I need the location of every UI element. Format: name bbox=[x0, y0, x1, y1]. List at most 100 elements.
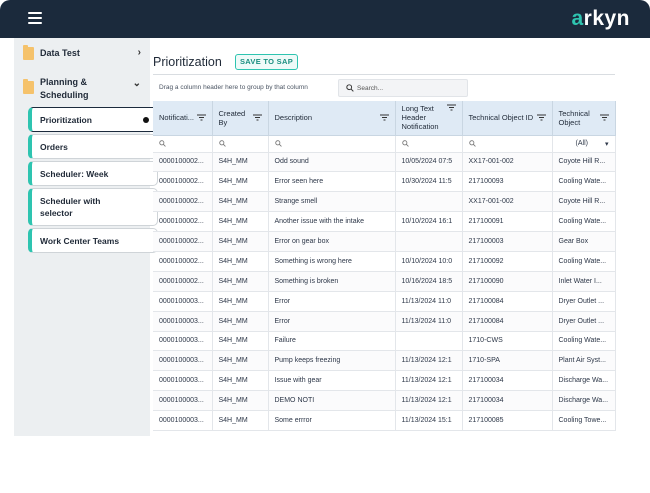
description-cell[interactable]: Some errror bbox=[268, 410, 396, 431]
created-by-cell[interactable]: S4H_MM bbox=[212, 211, 269, 233]
table-row[interactable]: 0000100002... S4H_MM Error seen here 10/30/… bbox=[153, 171, 616, 193]
description-cell[interactable]: Odd sound bbox=[268, 152, 396, 173]
description-cell[interactable]: Issue with gear bbox=[268, 370, 396, 392]
table-row[interactable]: 0000100003... S4H_MM Error 11/13/2024 11:0 2… bbox=[153, 291, 616, 312]
column-header-long-text[interactable]: Long Text Header Notification bbox=[395, 101, 463, 136]
long-text-cell[interactable]: 10/16/2024 18:5 bbox=[395, 271, 463, 292]
notification-cell[interactable]: 0000100002... bbox=[153, 271, 213, 292]
description-cell[interactable]: DEMO NOTI bbox=[268, 390, 396, 412]
technical-object-cell[interactable]: Coyote Hill R... bbox=[552, 191, 616, 213]
technical-object-id-cell[interactable]: 217100092 bbox=[462, 251, 553, 272]
created-by-cell[interactable]: S4H_MM bbox=[212, 271, 269, 292]
table-row[interactable]: 0000100003... S4H_MM Pump keeps freezing 11… bbox=[153, 350, 616, 372]
created-by-cell[interactable]: S4H_MM bbox=[212, 350, 269, 372]
sidebar-item-prioritization[interactable]: Prioritization bbox=[28, 107, 158, 132]
created-by-cell[interactable]: S4H_MM bbox=[212, 251, 269, 272]
notification-cell[interactable]: 0000100002... bbox=[153, 152, 213, 173]
technical-object-cell[interactable]: Cooling Wate... bbox=[552, 251, 616, 272]
technical-object-cell[interactable]: Cooling Wate... bbox=[552, 331, 616, 352]
created-by-cell[interactable]: S4H_MM bbox=[212, 291, 269, 312]
long-text-cell[interactable] bbox=[395, 191, 463, 213]
notification-cell[interactable]: 0000100002... bbox=[153, 171, 213, 193]
filter-cell[interactable] bbox=[212, 135, 269, 153]
technical-object-id-cell[interactable]: 217100003 bbox=[462, 231, 553, 252]
search-input[interactable]: Search... bbox=[338, 79, 468, 97]
table-row[interactable]: 0000100003... S4H_MM Failure 1710-CWS Coolin… bbox=[153, 331, 616, 352]
long-text-cell[interactable]: 11/13/2024 12:1 bbox=[395, 390, 463, 412]
long-text-cell[interactable]: 11/13/2024 12:1 bbox=[395, 370, 463, 392]
created-by-cell[interactable]: S4H_MM bbox=[212, 152, 269, 173]
technical-object-cell[interactable]: Dryer Outlet ... bbox=[552, 311, 616, 332]
notification-cell[interactable]: 0000100003... bbox=[153, 291, 213, 312]
notification-cell[interactable]: 0000100003... bbox=[153, 370, 213, 392]
notification-cell[interactable]: 0000100002... bbox=[153, 231, 213, 252]
technical-object-cell[interactable]: Dryer Outlet ... bbox=[552, 291, 616, 312]
technical-object-cell[interactable]: Discharge Wa... bbox=[552, 390, 616, 412]
long-text-cell[interactable]: 10/05/2024 07:5 bbox=[395, 152, 463, 173]
created-by-cell[interactable]: S4H_MM bbox=[212, 370, 269, 392]
table-row[interactable]: 0000100003... S4H_MM Issue with gear 11/13/… bbox=[153, 370, 616, 392]
created-by-cell[interactable]: S4H_MM bbox=[212, 331, 269, 352]
sidebar-item-scheduler-with-selector[interactable]: Scheduler with selector bbox=[28, 188, 158, 226]
technical-object-id-cell[interactable]: XX17-001-002 bbox=[462, 152, 553, 173]
group-panel-hint[interactable]: Drag a column header here to group by th… bbox=[159, 84, 308, 91]
table-row[interactable]: 0000100003... S4H_MM DEMO NOTI 11/13/2024 1… bbox=[153, 390, 616, 412]
technical-object-id-cell[interactable]: 217100084 bbox=[462, 311, 553, 332]
technical-object-cell[interactable]: Gear Box bbox=[552, 231, 616, 252]
notification-cell[interactable]: 0000100003... bbox=[153, 331, 213, 352]
save-to-sap-button[interactable]: SAVE TO SAP bbox=[235, 54, 298, 70]
technical-object-id-cell[interactable]: 1710-CWS bbox=[462, 331, 553, 352]
hamburger-menu-icon[interactable] bbox=[28, 12, 42, 24]
description-cell[interactable]: Something is wrong here bbox=[268, 251, 396, 272]
technical-object-id-cell[interactable]: 217100093 bbox=[462, 171, 553, 193]
technical-object-id-cell[interactable]: 217100034 bbox=[462, 390, 553, 412]
column-header-created-by[interactable]: Created By bbox=[212, 101, 269, 136]
filter-icon[interactable] bbox=[446, 104, 456, 111]
sidebar-item-scheduler-week[interactable]: Scheduler: Week bbox=[28, 161, 158, 186]
long-text-cell[interactable]: 11/13/2024 11:0 bbox=[395, 291, 463, 312]
sidebar-item-work-center-teams[interactable]: Work Center Teams bbox=[28, 228, 158, 253]
table-row[interactable]: 0000100002... S4H_MM Strange smell XX17-001… bbox=[153, 191, 616, 213]
long-text-cell[interactable] bbox=[395, 231, 463, 252]
technical-object-id-cell[interactable]: 1710-SPA bbox=[462, 350, 553, 372]
description-cell[interactable]: Strange smell bbox=[268, 191, 396, 213]
table-row[interactable]: 0000100002... S4H_MM Another issue with th… bbox=[153, 211, 616, 233]
filter-select-all[interactable]: (All) ▾ bbox=[552, 135, 616, 153]
table-row[interactable]: 0000100002... S4H_MM Odd sound 10/05/2024 0… bbox=[153, 152, 616, 173]
column-header-technical-object[interactable]: Technical Object bbox=[552, 101, 616, 136]
created-by-cell[interactable]: S4H_MM bbox=[212, 410, 269, 431]
description-cell[interactable]: Error seen here bbox=[268, 171, 396, 193]
filter-cell[interactable] bbox=[268, 135, 396, 153]
table-row[interactable]: 0000100002... S4H_MM Something is broken 10… bbox=[153, 271, 616, 292]
description-cell[interactable]: Something is broken bbox=[268, 271, 396, 292]
column-header-notification[interactable]: Notificati... bbox=[153, 101, 213, 136]
notification-cell[interactable]: 0000100003... bbox=[153, 350, 213, 372]
technical-object-cell[interactable]: Cooling Towe... bbox=[552, 410, 616, 431]
long-text-cell[interactable]: 11/13/2024 12:1 bbox=[395, 350, 463, 372]
technical-object-id-cell[interactable]: 217100091 bbox=[462, 211, 553, 233]
description-cell[interactable]: Error bbox=[268, 311, 396, 332]
table-row[interactable]: 0000100003... S4H_MM Some errror 11/13/2024… bbox=[153, 410, 616, 431]
notification-cell[interactable]: 0000100002... bbox=[153, 211, 213, 233]
filter-cell[interactable] bbox=[462, 135, 553, 153]
filter-cell[interactable] bbox=[395, 135, 463, 153]
notification-cell[interactable]: 0000100002... bbox=[153, 251, 213, 272]
technical-object-id-cell[interactable]: 217100084 bbox=[462, 291, 553, 312]
technical-object-cell[interactable]: Cooling Wate... bbox=[552, 171, 616, 193]
sidebar-group-data-test[interactable]: Data Test › bbox=[14, 45, 150, 60]
description-cell[interactable]: Another issue with the intake bbox=[268, 211, 396, 233]
table-row[interactable]: 0000100002... S4H_MM Error on gear box 2171… bbox=[153, 231, 616, 252]
sidebar-group-planning-scheduling[interactable]: Planning & Scheduling ⌄ bbox=[14, 76, 150, 102]
technical-object-cell[interactable]: Inlet Water I... bbox=[552, 271, 616, 292]
long-text-cell[interactable] bbox=[395, 331, 463, 352]
description-cell[interactable]: Error on gear box bbox=[268, 231, 396, 252]
notification-cell[interactable]: 0000100003... bbox=[153, 311, 213, 332]
notification-cell[interactable]: 0000100003... bbox=[153, 410, 213, 431]
filter-icon[interactable] bbox=[536, 114, 546, 121]
column-header-description[interactable]: Description bbox=[268, 101, 396, 136]
filter-cell[interactable] bbox=[153, 135, 213, 153]
technical-object-cell[interactable]: Cooling Wate... bbox=[552, 211, 616, 233]
technical-object-id-cell[interactable]: 217100085 bbox=[462, 410, 553, 431]
filter-icon[interactable] bbox=[379, 114, 389, 121]
technical-object-id-cell[interactable]: 217100090 bbox=[462, 271, 553, 292]
